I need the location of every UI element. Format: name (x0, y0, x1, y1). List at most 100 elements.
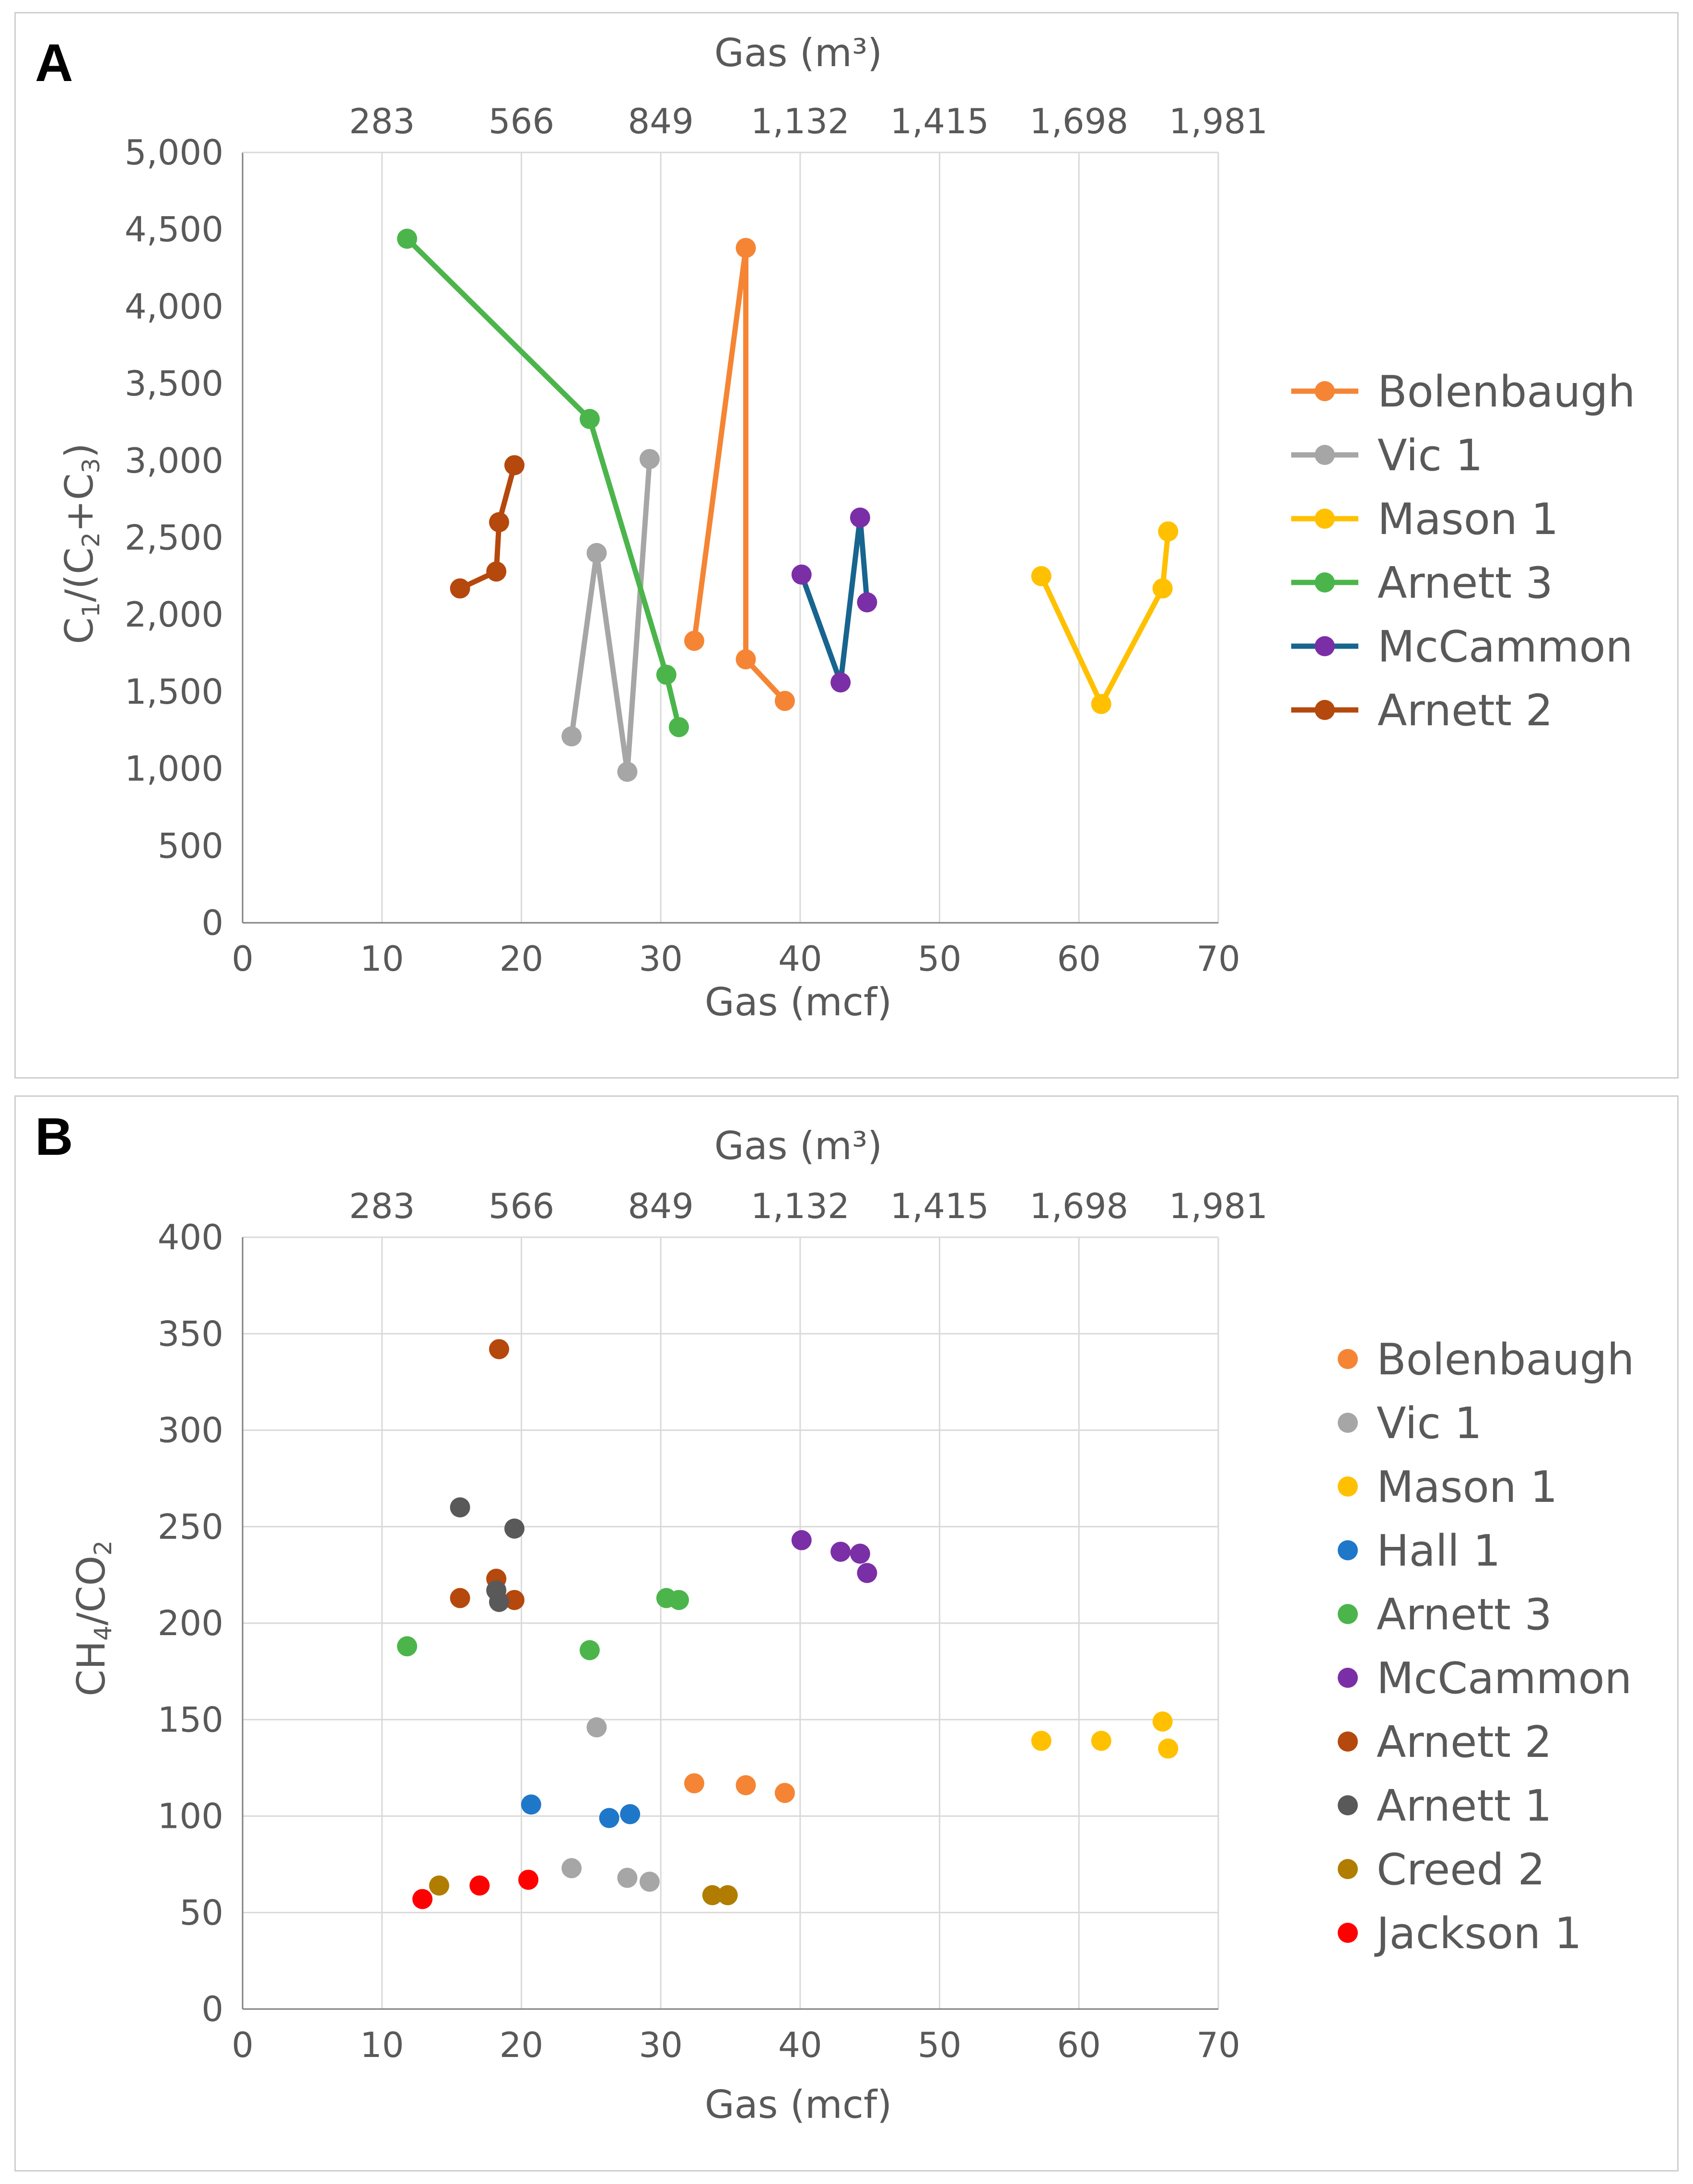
panel-a-point-arnett-2 (489, 512, 509, 533)
chart-b: Gas (m³) Gas (mcf) CH4/CO2 0 10 20 30 40 50 60… (69, 1124, 1635, 2127)
panel-a-legend-label-arnett-3: Arnett 3 (1378, 558, 1553, 608)
panel-b-legend-marker-creed-2 (1338, 1859, 1358, 1879)
panel-a-y-tick-label: 2,500 (125, 518, 223, 558)
panel-b-point-hall-1 (521, 1794, 541, 1815)
panel-b-legend-marker-mccammon (1338, 1668, 1358, 1688)
panel-b-point-arnett-3 (579, 1640, 600, 1661)
panel-b-top-tick-label: 1,132 (751, 1186, 850, 1226)
panel-b-y-tick-label: 400 (158, 1217, 223, 1257)
panel-a-legend-marker-arnett-2 (1315, 700, 1335, 720)
panel-b-point-arnett-2 (489, 1339, 509, 1359)
panel-b-point-hall-1 (620, 1804, 641, 1824)
panel-b: B Gas (m³) Gas (mcf) CH4/CO2 0 10 20 30 40 50… (14, 1095, 1679, 2172)
panel-a-x-tick-label: 30 (639, 939, 683, 979)
panel-a-point-mccammon (850, 507, 870, 528)
panel-b-point-creed-2 (702, 1885, 723, 1905)
panel-a-top-tick-label: 1,415 (890, 101, 989, 141)
panel-b-y-tick-label: 250 (158, 1507, 223, 1547)
panel-b-point-arnett-2 (450, 1588, 470, 1608)
panel-a-legend-marker-mason-1 (1315, 509, 1335, 529)
panel-a-legend-marker-bolenbaugh (1315, 381, 1335, 401)
panel-b-point-jackson-1 (469, 1875, 490, 1896)
panel-a-y-tick-label: 0 (201, 903, 223, 943)
panel-b-legend-marker-arnett-2 (1338, 1731, 1358, 1752)
panel-a-y-tick-label: 1,000 (125, 749, 223, 789)
panel-b-x-tick-label: 70 (1196, 2025, 1240, 2065)
panel-a-legend-marker-mccammon (1315, 636, 1335, 656)
panel-b-legend-label-mason-1: Mason 1 (1377, 1462, 1558, 1512)
panel-a-point-vic-1 (561, 726, 582, 747)
panel-b-x-tick-label: 20 (500, 2025, 544, 2065)
panel-a-point-mccammon (857, 592, 877, 613)
panel-a-point-mason-1 (1091, 694, 1111, 714)
panel-b-y-tick-label: 0 (201, 1989, 223, 2029)
panel-b-y-tick-label: 50 (179, 1893, 223, 1933)
panel-a-point-vic-1 (617, 762, 638, 782)
panel-b-point-arnett-3 (668, 1590, 689, 1610)
panel-b-legend-label-arnett-1: Arnett 1 (1377, 1781, 1552, 1831)
panel-b-top-tick-label: 849 (628, 1186, 693, 1226)
panel-b-legend-label-hall-1: Hall 1 (1377, 1526, 1501, 1576)
panel-a-point-arnett-2 (486, 561, 507, 582)
panel-a-top-tick-label: 283 (349, 101, 415, 141)
panel-a-point-mason-1 (1158, 521, 1179, 542)
panel-b-x-tick-label: 0 (232, 2025, 254, 2065)
panel-a-series-line-bolenbaugh (691, 245, 787, 703)
panel-a-x-tick-label: 60 (1057, 939, 1101, 979)
panel-b-point-mason-1 (1158, 1738, 1179, 1759)
panel-a-top-tick-label: 849 (628, 101, 693, 141)
panel-a-top-tick-label: 1,981 (1169, 101, 1268, 141)
panel-a-legend-label-mccammon: McCammon (1378, 622, 1633, 672)
panel-a-y-tick-label: 3,000 (125, 441, 223, 481)
panel-b-x-tick-label: 60 (1057, 2025, 1101, 2065)
panel-b-point-creed-2 (717, 1885, 738, 1905)
panel-b-legend-label-mccammon: McCammon (1377, 1653, 1632, 1704)
panel-b-point-bolenbaugh (736, 1775, 756, 1796)
panel-a-y-tick-label: 4,500 (125, 209, 223, 250)
panel-b-point-mason-1 (1091, 1731, 1111, 1751)
panel-b-point-arnett-2 (504, 1590, 525, 1610)
panel-a-point-arnett-3 (579, 409, 600, 430)
panel-b-point-arnett-1 (489, 1592, 509, 1612)
panel-b-point-vic-1 (617, 1868, 638, 1888)
panel-b-point-jackson-1 (412, 1889, 433, 1909)
panel-b-x-tick-label: 40 (778, 2025, 822, 2065)
panel-a-series-line-mccammon (799, 515, 870, 685)
panel-a-point-arnett-3 (397, 228, 418, 249)
panel-label-b: B (35, 1107, 73, 1166)
panel-b-legend-marker-arnett-3 (1338, 1604, 1358, 1624)
panel-b-y-tick-label: 200 (158, 1603, 223, 1643)
panel-a-point-bolenbaugh (736, 238, 756, 258)
panel-b-point-mccammon (830, 1542, 851, 1562)
panel-a-legend-label-arnett-2: Arnett 2 (1378, 685, 1553, 736)
panel-a-legend-marker-arnett-3 (1315, 572, 1335, 592)
panel-b-y-tick-label: 300 (158, 1410, 223, 1451)
panel-a-x-tick-label: 50 (918, 939, 962, 979)
panel-a-y-tick-label: 3,500 (125, 363, 223, 404)
panel-a-top-tick-label: 1,132 (751, 101, 850, 141)
panel-b-top-tick-label: 1,698 (1029, 1186, 1128, 1226)
panel-b-point-mason-1 (1152, 1711, 1173, 1732)
top-axis-title-b: Gas (m³) (714, 1124, 883, 1168)
panel-a-series-line-arnett-3 (405, 237, 682, 728)
panel-b-legend-label-creed-2: Creed 2 (1377, 1845, 1545, 1895)
panel-b-point-jackson-1 (518, 1870, 538, 1890)
panel-b-legend-marker-arnett-1 (1338, 1795, 1358, 1815)
panel-b-point-mccammon (791, 1530, 812, 1550)
panel-a-point-bolenbaugh (684, 630, 704, 651)
panel-a-x-tick-label: 40 (778, 939, 822, 979)
panel-a-legend-label-mason-1: Mason 1 (1378, 494, 1559, 545)
panel-b-top-tick-label: 1,415 (890, 1186, 989, 1226)
panel-a-point-bolenbaugh (736, 649, 756, 670)
y-axis-title-a: C1/(C2+C3) (57, 443, 105, 644)
panel-b-legend-label-bolenbaugh: Bolenbaugh (1377, 1335, 1635, 1385)
panel-b-top-tick-label: 283 (349, 1186, 415, 1226)
panel-b-legend-marker-jackson-1 (1338, 1923, 1358, 1943)
panel-a-point-arnett-3 (668, 717, 689, 737)
panel-a-point-bolenbaugh (774, 691, 795, 711)
panel-a-series-line-arnett-2 (459, 465, 517, 591)
panel-a-point-arnett-2 (450, 578, 470, 599)
panel-a-point-mason-1 (1152, 578, 1173, 599)
panel-b-point-mccammon (857, 1563, 877, 1583)
panel-a-legend-marker-vic-1 (1315, 445, 1335, 465)
